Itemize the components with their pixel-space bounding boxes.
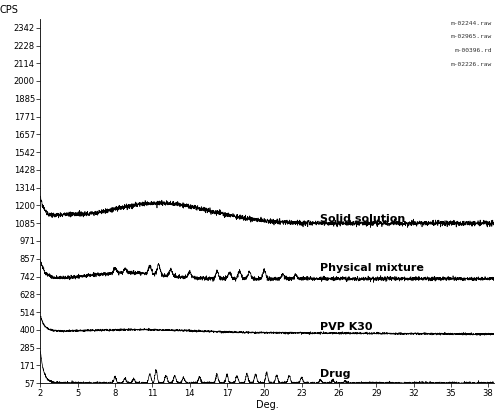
X-axis label: Deg.: Deg. xyxy=(256,401,279,411)
Text: m-02244.raw: m-02244.raw xyxy=(451,20,492,25)
Text: Physical mixture: Physical mixture xyxy=(320,262,424,272)
Text: m-02226.raw: m-02226.raw xyxy=(451,62,492,67)
Text: PVP K30: PVP K30 xyxy=(320,322,373,332)
Text: CPS: CPS xyxy=(0,5,18,15)
Text: m-02965.raw: m-02965.raw xyxy=(451,35,492,40)
Text: Drug: Drug xyxy=(320,369,351,379)
Text: m-00396.rd: m-00396.rd xyxy=(454,48,492,53)
Text: Solid solution: Solid solution xyxy=(320,214,406,224)
